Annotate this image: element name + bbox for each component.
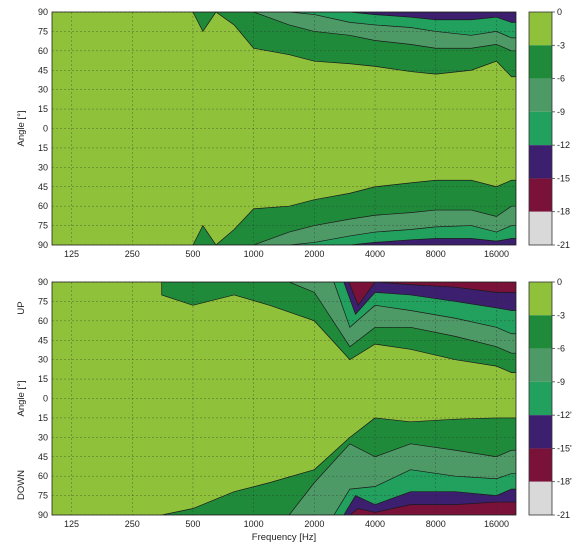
y-tick-label: 45 xyxy=(38,65,48,75)
y-tick-label: 0 xyxy=(43,124,48,134)
colorbar-label: -3 xyxy=(557,310,565,320)
y-tick-label: 60 xyxy=(38,316,48,326)
contour-band-bottom-4 xyxy=(349,501,516,515)
y-axis-label: Angle [°] xyxy=(16,380,27,416)
x-tick-label: 8000 xyxy=(426,249,446,259)
y-tick-label: 30 xyxy=(38,162,48,172)
x-tick-label: 1000 xyxy=(244,249,264,259)
colorbar-swatch xyxy=(529,78,552,112)
y-tick-label: 90 xyxy=(38,240,48,250)
x-tick-label: 125 xyxy=(64,519,79,529)
x-tick-label: 2000 xyxy=(304,519,324,529)
y-axis-label: Angle [°] xyxy=(16,110,27,146)
x-tick-label: 8000 xyxy=(426,519,446,529)
colorbar-swatch xyxy=(529,111,552,146)
y-tick-label: 75 xyxy=(38,491,48,501)
colorbar-frame xyxy=(528,281,553,516)
y-tick-label: 45 xyxy=(38,182,48,192)
x-tick-label: 250 xyxy=(125,249,140,259)
x-tick-label: 4000 xyxy=(365,249,385,259)
colorbar-label: -3 xyxy=(557,40,565,50)
y-tick-label: 75 xyxy=(38,221,48,231)
plot-frame xyxy=(51,11,517,246)
y-tick-label: 30 xyxy=(38,355,48,365)
colorbar-swatch xyxy=(529,12,552,46)
contour-band-top-3 xyxy=(343,282,516,316)
colorbar-label: -21 xyxy=(557,240,570,250)
colorbar-label: -18 xyxy=(557,207,570,217)
colorbar-label: -9 xyxy=(557,377,565,387)
y-side-label-down: DOWN xyxy=(16,470,27,500)
colorbar-swatch xyxy=(529,315,552,349)
y-tick-label: 90 xyxy=(38,277,48,287)
x-tick-label: 16000 xyxy=(484,249,509,259)
y-tick-label: 45 xyxy=(38,335,48,345)
colorbar-swatch xyxy=(529,381,552,416)
x-tick-label: 4000 xyxy=(365,519,385,529)
colorbar-label: -9 xyxy=(557,107,565,117)
colorbar-label: -15 xyxy=(557,173,570,183)
y-tick-label: 75 xyxy=(38,26,48,36)
y-tick-label: 60 xyxy=(38,46,48,56)
x-tick-label: 500 xyxy=(185,519,200,529)
contour-band-bottom-3 xyxy=(349,238,516,245)
colorbar-swatch xyxy=(529,348,552,382)
y-tick-label: 30 xyxy=(38,85,48,95)
colorbar-label: -6 xyxy=(557,74,565,84)
y-tick-label: 0 xyxy=(43,394,48,404)
y-tick-label: 15 xyxy=(38,413,48,423)
x-tick-label: 2000 xyxy=(304,249,324,259)
x-axis-label: Frequency [Hz] xyxy=(252,532,316,543)
y-tick-label: 60 xyxy=(38,201,48,211)
colorbar-swatch xyxy=(529,448,552,482)
colorbar-swatch xyxy=(529,211,552,245)
colorbar-label: -15' xyxy=(557,443,572,453)
colorbar-label: -12' xyxy=(557,410,572,420)
colorbar-label: -12 xyxy=(557,140,570,150)
colorbar-label: 0 xyxy=(557,7,562,17)
y-tick-label: 15 xyxy=(38,374,48,384)
y-tick-label: 75 xyxy=(38,296,48,306)
top-contour-panel: 90 75 60 45 30 15 0 15 30 45 60 75 90 125 250 500 1000 20… xyxy=(16,7,570,259)
y-tick-label: 45 xyxy=(38,452,48,462)
bottom-contour-panel: 90 75 60 45 30 15 0 15 30 45 60 75 90 125 250 500 1000 20… xyxy=(16,277,572,543)
y-tick-label: 90 xyxy=(38,7,48,17)
colorbar-swatch xyxy=(529,282,552,316)
plot-frame xyxy=(51,281,517,516)
contour-band-top-4 xyxy=(349,282,516,307)
x-tick-label: 500 xyxy=(185,249,200,259)
contour-layers xyxy=(161,282,516,515)
x-tick-label: 250 xyxy=(125,519,140,529)
x-tick-label: 1000 xyxy=(244,519,264,529)
y-side-label-up: UP xyxy=(16,301,27,314)
colorbar-swatch xyxy=(529,481,552,515)
contour-band-top-3 xyxy=(349,12,516,23)
colorbar-label: -18' xyxy=(557,477,572,487)
colorbar-label: -21 xyxy=(557,510,570,520)
colorbar-label: 0 xyxy=(557,277,562,287)
y-tick-label: 60 xyxy=(38,471,48,481)
y-tick-label: 15 xyxy=(38,143,48,153)
colorbar-swatch xyxy=(529,178,552,212)
x-tick-label: 16000 xyxy=(484,519,509,529)
x-tick-label: 125 xyxy=(64,249,79,259)
colorbar-swatch xyxy=(529,45,552,79)
y-tick-label: 30 xyxy=(38,432,48,442)
colorbar-label: -6 xyxy=(557,344,565,354)
colorbar-swatch xyxy=(529,415,552,449)
y-tick-label: 90 xyxy=(38,510,48,520)
colorbar-swatch xyxy=(529,145,552,179)
colorbar-frame xyxy=(528,11,553,246)
y-tick-label: 15 xyxy=(38,104,48,114)
